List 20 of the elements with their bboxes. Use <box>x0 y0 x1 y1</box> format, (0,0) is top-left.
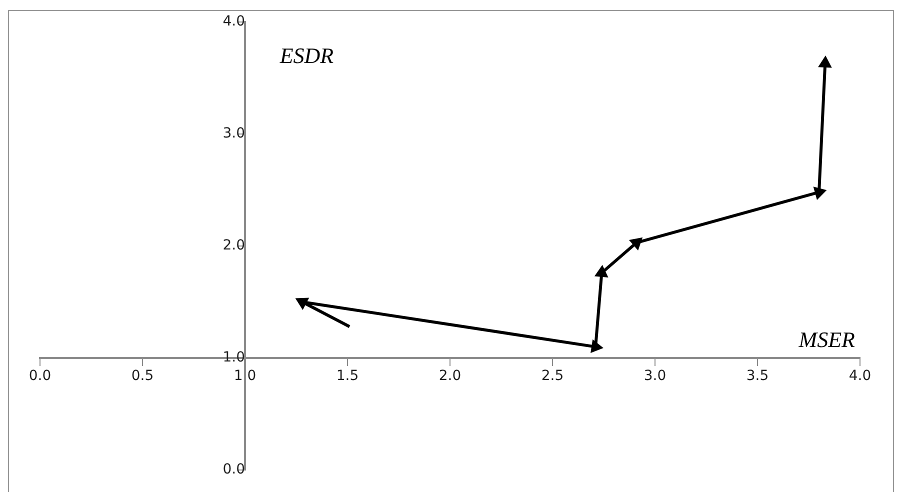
y-tick-label: 3.0 <box>222 126 245 142</box>
x-tick-label: 1.5 <box>336 368 359 384</box>
x-tick-label: 0.0 <box>28 368 52 384</box>
y-axis-title: ESDR <box>278 42 334 68</box>
point <box>628 237 643 250</box>
point <box>813 186 827 200</box>
x-tick-label: 2.0 <box>438 368 462 384</box>
x-axis-title: MSER <box>798 327 856 352</box>
x-tick-label: 3.5 <box>746 368 769 384</box>
x-tick-label: 4.0 <box>848 368 872 384</box>
point <box>818 55 832 68</box>
y-tick-label: 0.0 <box>222 462 245 478</box>
x-tick-label: 3.0 <box>644 368 666 384</box>
y-tick-label: 2.0 <box>222 238 245 254</box>
x-tick-label: 2.5 <box>541 368 564 384</box>
point <box>295 298 310 310</box>
x-tick-label: 0.5 <box>131 368 154 384</box>
y-tick-label: 4.0 <box>222 14 245 30</box>
x-tick-label: 1.0 <box>234 368 256 384</box>
y-tick-label: 1.0 <box>222 350 245 366</box>
